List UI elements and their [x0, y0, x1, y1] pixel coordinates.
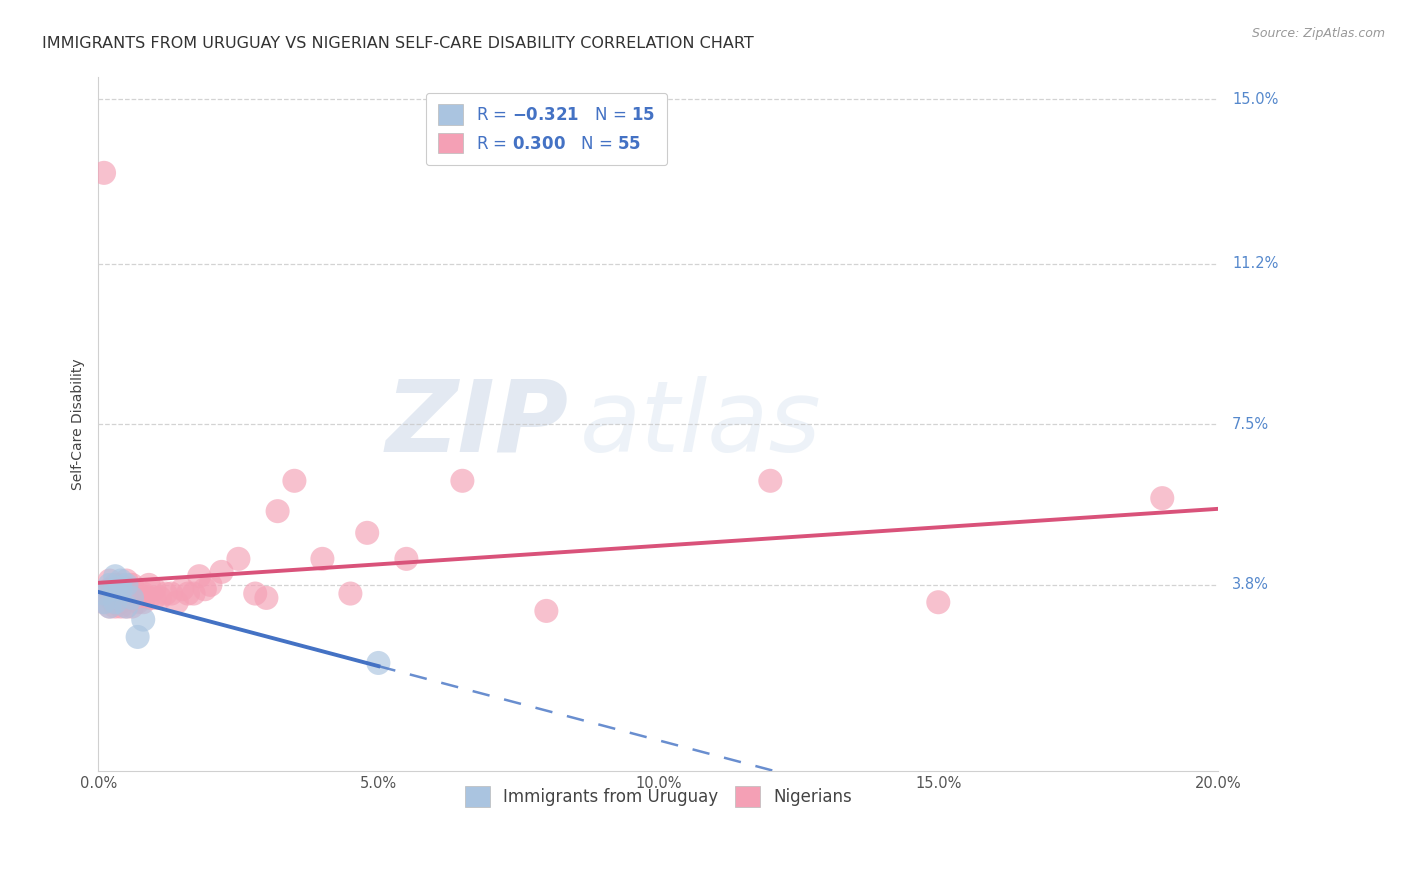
- Text: 15.0%: 15.0%: [1232, 92, 1278, 107]
- Point: [121, 591, 143, 605]
- Point: [93, 586, 115, 600]
- Point: [127, 586, 149, 600]
- Point: [254, 591, 277, 605]
- Point: [115, 599, 138, 614]
- Point: [104, 595, 127, 609]
- Point: [93, 595, 115, 609]
- Point: [121, 599, 143, 614]
- Point: [283, 474, 305, 488]
- Point: [93, 166, 115, 180]
- Point: [110, 599, 132, 614]
- Text: 3.8%: 3.8%: [1232, 577, 1270, 592]
- Point: [339, 586, 361, 600]
- Point: [98, 574, 121, 588]
- Point: [356, 525, 378, 540]
- Point: [98, 582, 121, 597]
- Point: [395, 552, 418, 566]
- Point: [115, 591, 138, 605]
- Point: [104, 582, 127, 597]
- Point: [138, 591, 160, 605]
- Point: [194, 582, 217, 597]
- Point: [172, 582, 194, 597]
- Point: [115, 582, 138, 597]
- Point: [138, 578, 160, 592]
- Point: [166, 595, 188, 609]
- Point: [927, 595, 949, 609]
- Text: IMMIGRANTS FROM URUGUAY VS NIGERIAN SELF-CARE DISABILITY CORRELATION CHART: IMMIGRANTS FROM URUGUAY VS NIGERIAN SELF…: [42, 36, 754, 51]
- Point: [115, 599, 138, 614]
- Point: [536, 604, 558, 618]
- Text: 7.5%: 7.5%: [1232, 417, 1270, 432]
- Point: [110, 578, 132, 592]
- Point: [200, 578, 222, 592]
- Point: [110, 582, 132, 597]
- Point: [266, 504, 288, 518]
- Point: [115, 578, 138, 592]
- Point: [160, 586, 183, 600]
- Point: [143, 582, 166, 597]
- Point: [98, 599, 121, 614]
- Point: [104, 595, 127, 609]
- Legend: Immigrants from Uruguay, Nigerians: Immigrants from Uruguay, Nigerians: [457, 778, 860, 815]
- Point: [93, 595, 115, 609]
- Point: [98, 578, 121, 592]
- Point: [93, 586, 115, 600]
- Text: ZIP: ZIP: [385, 376, 569, 473]
- Point: [104, 578, 127, 592]
- Point: [311, 552, 333, 566]
- Point: [98, 599, 121, 614]
- Point: [110, 574, 132, 588]
- Point: [132, 595, 155, 609]
- Point: [451, 474, 474, 488]
- Point: [121, 578, 143, 592]
- Point: [143, 591, 166, 605]
- Point: [110, 595, 132, 609]
- Text: Source: ZipAtlas.com: Source: ZipAtlas.com: [1251, 27, 1385, 40]
- Point: [367, 656, 389, 670]
- Point: [188, 569, 211, 583]
- Point: [177, 586, 200, 600]
- Point: [104, 599, 127, 614]
- Text: atlas: atlas: [579, 376, 821, 473]
- Point: [759, 474, 782, 488]
- Point: [211, 565, 233, 579]
- Point: [127, 595, 149, 609]
- Point: [132, 613, 155, 627]
- Point: [110, 586, 132, 600]
- Point: [127, 630, 149, 644]
- Point: [155, 586, 177, 600]
- Y-axis label: Self-Care Disability: Self-Care Disability: [72, 359, 86, 491]
- Point: [121, 591, 143, 605]
- Point: [98, 591, 121, 605]
- Text: 11.2%: 11.2%: [1232, 256, 1278, 271]
- Point: [245, 586, 267, 600]
- Point: [132, 586, 155, 600]
- Point: [228, 552, 250, 566]
- Point: [104, 569, 127, 583]
- Point: [149, 591, 172, 605]
- Point: [183, 586, 205, 600]
- Point: [115, 574, 138, 588]
- Point: [104, 586, 127, 600]
- Point: [1152, 491, 1174, 505]
